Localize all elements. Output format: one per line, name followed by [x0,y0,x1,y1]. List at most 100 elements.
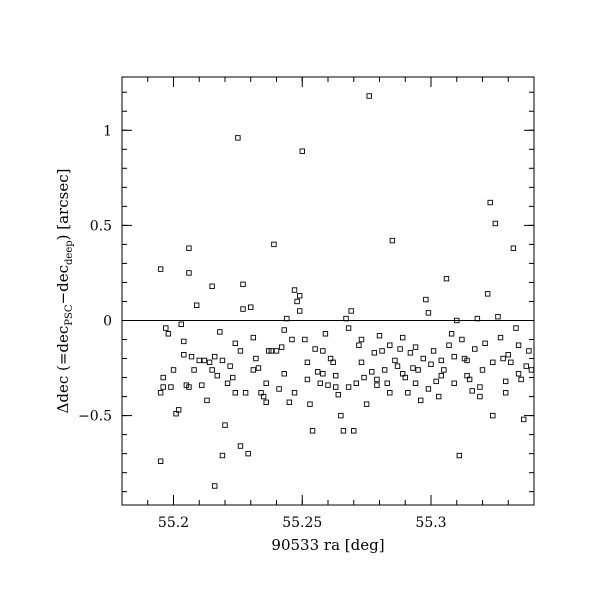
data-point [469,388,475,394]
data-point [477,393,483,400]
data-point [237,348,244,354]
data-point [399,371,406,377]
data-point [348,308,354,314]
data-point [387,390,393,396]
data-point [454,317,460,324]
data-point [199,382,205,388]
major-ticks [122,77,534,505]
data-point [304,359,311,366]
data-point [361,374,367,381]
data-point [474,315,481,322]
data-point [425,310,432,316]
data-point [325,382,331,388]
data-point [240,281,246,288]
data-point [448,331,455,337]
data-point [428,361,434,367]
data-point [250,367,257,373]
data-point [263,399,269,405]
data-point [418,397,424,404]
y-tick-label: −0.5 [78,409,112,425]
data-point [276,386,282,392]
data-point [222,422,228,428]
data-point [219,357,226,364]
x-tick-label: 55.25 [282,515,322,531]
data-point [157,266,164,272]
data-point [490,412,496,419]
data-point [451,380,457,386]
data-point [515,342,522,348]
data-point [204,397,210,404]
data-point [430,348,437,354]
data-point [508,359,514,366]
data-point [286,399,293,405]
data-point [299,148,305,154]
data-point [438,357,444,364]
data-point [211,483,218,489]
data-point [307,401,313,407]
data-point [528,367,535,373]
data-point [235,135,241,141]
data-point [374,376,380,383]
y-tick-label: 1 [103,123,112,139]
data-point [333,384,339,390]
data-point [425,386,432,392]
data-point [335,391,341,398]
data-point [271,241,277,248]
data-point [224,380,231,386]
data-point [178,321,184,327]
x-axis-title: 90533 ra [deg] [271,536,384,554]
data-point [186,270,192,276]
data-point [211,353,218,360]
y-tick-label: 0 [103,313,112,329]
data-point [206,359,213,366]
data-point [479,367,486,373]
data-point [405,390,411,396]
minor-ticks [122,77,534,505]
data-point [214,372,220,379]
data-point [253,355,259,362]
data-point [157,390,164,396]
data-point [322,331,329,337]
y-axis-title-suffix: ) [arcsec] [54,169,72,241]
data-point [160,384,166,390]
data-point [175,407,182,413]
data-point [217,329,223,335]
data-point [186,384,192,390]
data-point [248,304,254,310]
data-point [392,357,398,364]
data-point [165,331,172,337]
data-point [333,372,339,379]
data-point [459,336,465,343]
data-point [353,380,360,386]
data-point [502,378,509,385]
data-point [186,245,192,251]
data-point [351,428,357,434]
data-point [464,357,470,364]
data-point [423,296,429,303]
data-point [320,371,326,377]
data-point [284,315,290,322]
data-point [219,452,226,459]
data-point [191,367,197,373]
data-point [495,313,501,320]
data-point [227,363,233,369]
y-axis-title-sub1: PSC [64,304,75,326]
data-point [340,428,347,434]
data-point [487,199,493,206]
data-point [451,353,457,360]
data-point [500,355,506,362]
data-point [330,359,336,366]
data-point [374,382,380,388]
data-point [181,352,187,358]
data-point [384,380,390,386]
data-point [443,275,450,282]
y-axis-title-mid: −dec [54,265,72,304]
data-point [502,390,509,396]
data-point [410,365,416,371]
data-point [513,325,519,331]
data-point [232,340,239,347]
data-point [250,334,257,341]
data-point [291,390,298,396]
data-point [371,350,378,356]
data-point [345,384,352,390]
